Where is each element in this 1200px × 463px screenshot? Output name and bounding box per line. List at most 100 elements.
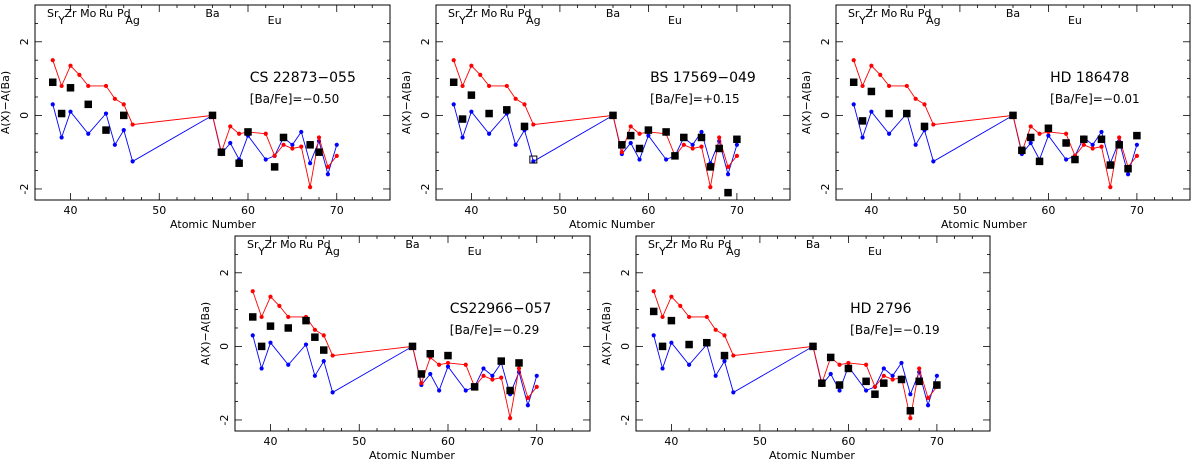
- observed-point: [417, 370, 426, 378]
- s-process-point: [522, 102, 527, 107]
- observed-point: [903, 109, 911, 118]
- x-tick-label: 60: [641, 204, 655, 217]
- s-process-point: [481, 373, 486, 378]
- element-label: Y: [858, 14, 866, 27]
- x-axis-label: Atomic Number: [369, 449, 455, 462]
- r-process-point: [445, 364, 451, 369]
- r-process-point: [130, 159, 135, 164]
- element-label: Zr: [665, 238, 678, 251]
- r-process-point: [669, 340, 674, 345]
- element-label: Mo: [881, 7, 897, 20]
- s-process-point: [325, 164, 330, 169]
- observed-point: [470, 383, 479, 391]
- element-label: Ag: [726, 245, 741, 258]
- observed-point: [449, 78, 458, 87]
- observed-point: [1124, 164, 1132, 173]
- x-tick-label: 50: [352, 435, 366, 448]
- s-process-point: [1099, 144, 1104, 149]
- observed-point: [284, 324, 292, 332]
- observed-point: [426, 349, 434, 358]
- x-axis-label: Atomic Number: [569, 218, 655, 231]
- s-process-point: [68, 63, 73, 68]
- observed-point: [315, 148, 323, 156]
- r-process-point: [68, 109, 73, 114]
- r-process-point: [651, 333, 656, 338]
- panel-3: 40 50 60 70 -2 0 2 Atomic Number A(X)−A(Ba) SrYZr…: [800, 4, 1191, 231]
- panel-4: 40 50 60 70 -2 0 2 Atomic Number A(X)−A(Ba) SrYZr…: [199, 235, 591, 462]
- element-label: Eu: [1068, 14, 1082, 27]
- observed-point: [266, 322, 275, 330]
- s-process-point: [460, 83, 465, 89]
- s-process-point: [50, 58, 55, 63]
- y-tick-label: -2: [619, 414, 632, 425]
- r-process-point: [913, 142, 918, 147]
- r-process-point: [1134, 142, 1139, 147]
- s-process-point: [86, 83, 91, 89]
- r-process-point: [228, 140, 233, 146]
- s-process-point: [1037, 131, 1042, 136]
- observed-point: [57, 109, 66, 118]
- x-tick-label: 70: [1130, 204, 1144, 217]
- observed-point: [1097, 135, 1106, 144]
- observed-point: [1080, 135, 1088, 144]
- y-tick-label: 2: [419, 38, 432, 45]
- r-process-point: [1090, 142, 1095, 147]
- observed-point: [257, 342, 266, 351]
- s-process-point: [277, 303, 282, 309]
- r-process-point: [299, 129, 304, 135]
- y-tick-label: -2: [18, 183, 31, 194]
- s-process-point: [463, 362, 468, 367]
- observed-point: [685, 340, 693, 349]
- r-process-point: [86, 131, 91, 136]
- observed-point: [871, 390, 879, 398]
- s-process-point: [534, 384, 539, 389]
- r-process-point: [463, 388, 468, 393]
- s-process-point: [469, 63, 474, 68]
- observed-point: [644, 126, 653, 134]
- element-label: Zr: [264, 238, 277, 251]
- y-tick-label: 0: [819, 112, 832, 119]
- x-tick-label: 60: [1041, 204, 1055, 217]
- r-process-point: [890, 373, 895, 378]
- element-label: Ba: [205, 7, 219, 20]
- element-label: Sr: [848, 7, 860, 20]
- observed-point: [1035, 157, 1044, 166]
- observed-point: [506, 386, 514, 395]
- element-label: Ag: [526, 14, 541, 27]
- observed-point: [1106, 161, 1115, 169]
- r-process-point: [725, 172, 731, 177]
- element-label: Zr: [64, 7, 77, 20]
- y-tick-label: 0: [419, 112, 432, 119]
- s-process-point: [334, 153, 339, 158]
- element-label: Ba: [405, 238, 419, 251]
- s-process-point: [250, 289, 255, 294]
- ba-fe-label: [Ba/Fe]=−0.29: [450, 323, 539, 337]
- observed-point: [915, 377, 923, 386]
- s-process-point: [478, 72, 483, 78]
- observed-point: [826, 353, 835, 362]
- s-process-point: [917, 366, 922, 371]
- observed-point: [867, 87, 876, 96]
- observed-point: [458, 115, 467, 123]
- open-observed-point: [529, 155, 538, 164]
- element-label: Ru: [500, 7, 514, 20]
- s-process-point: [908, 416, 913, 421]
- element-label: Ru: [700, 238, 714, 251]
- observed-point: [1009, 111, 1017, 120]
- r-process-point: [469, 109, 474, 114]
- observed-point: [658, 342, 667, 351]
- observed-point: [270, 163, 279, 171]
- s-process-point: [130, 122, 135, 127]
- r-process-point: [525, 403, 530, 408]
- x-tick-label: 70: [730, 204, 744, 217]
- s-process-point: [708, 185, 713, 190]
- s-process-point: [669, 294, 674, 299]
- s-process-point: [890, 377, 895, 382]
- observed-point: [520, 122, 529, 131]
- r-process-point: [531, 159, 536, 164]
- r-process-point: [1125, 172, 1131, 177]
- s-process-point: [330, 353, 335, 358]
- s-process-point: [525, 395, 530, 400]
- s-process-point: [913, 96, 918, 101]
